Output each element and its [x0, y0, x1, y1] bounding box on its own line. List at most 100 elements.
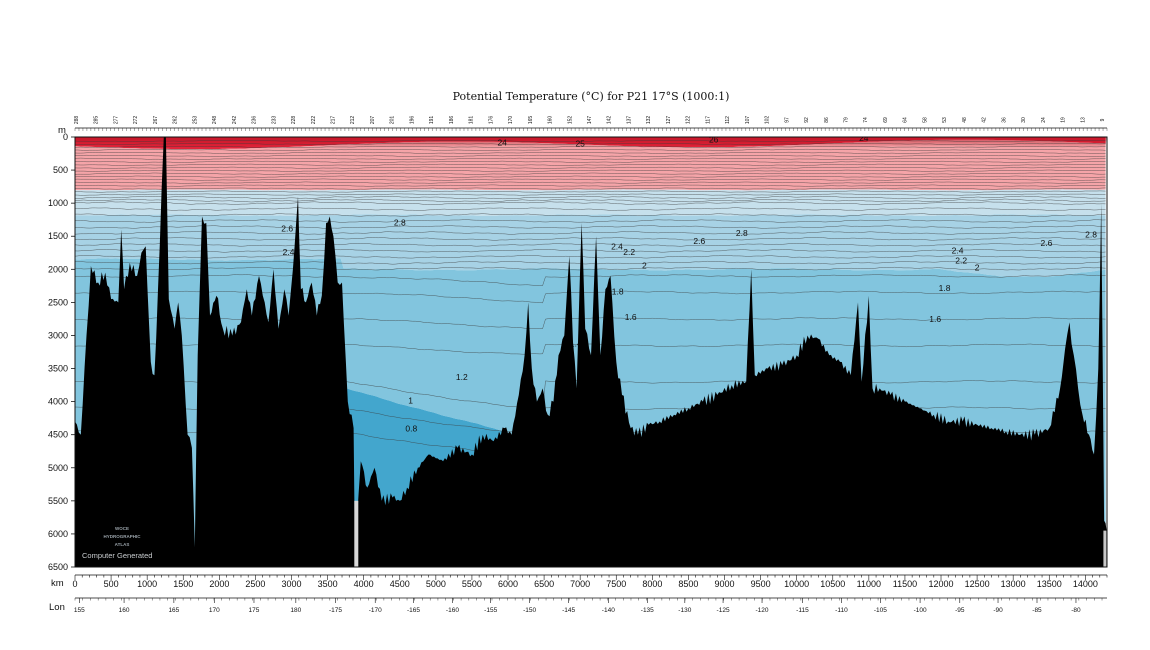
station-label-49: 24 [1041, 117, 1047, 123]
isotherm-3 [75, 148, 1106, 151]
station-label-15: 207 [370, 116, 376, 125]
lon-tick-label-2: 165 [168, 607, 179, 614]
isotherm-6 [75, 157, 1106, 160]
station-label-9: 236 [252, 116, 258, 125]
x-tick-label-26: 13000 [1001, 579, 1026, 589]
isotherm-23 [75, 213, 1106, 217]
isotherm-2 [75, 145, 1106, 148]
isotherm-16 [75, 187, 1106, 190]
station-label-50: 19 [1061, 117, 1067, 123]
x-tick-label-17: 8500 [678, 579, 698, 589]
station-label-3: 272 [133, 116, 139, 125]
y-tick-label-8: 4000 [48, 397, 68, 407]
contour-label-18: 0.8 [405, 423, 417, 433]
station-label-47: 36 [1001, 117, 1007, 123]
y-tick-label-9: 4500 [48, 430, 68, 440]
lon-tick-label-18: -115 [796, 607, 809, 614]
isotherm-20 [75, 198, 1106, 203]
lon-tick-label-14: -135 [641, 607, 654, 614]
isotherm-7 [75, 160, 1106, 163]
isotherm-labels: 2.62.82.42242526242.42.222.62.81.81.61.4… [281, 137, 1097, 433]
contour-label-21: 2 [975, 263, 980, 273]
station-label-18: 191 [429, 116, 435, 125]
station-label-0: 288 [74, 116, 80, 125]
watermark-line-1: WOCE [115, 526, 129, 531]
surface-shade-2 [75, 137, 1107, 143]
isotherm-13 [75, 178, 1106, 181]
lon-tick-label-4: 175 [249, 607, 260, 614]
station-label-48: 30 [1021, 117, 1027, 123]
station-label-19: 186 [449, 116, 455, 125]
isotherm-29 [75, 249, 1106, 253]
isotherm-24 [75, 219, 1106, 223]
y-axis-unit: m [58, 125, 66, 136]
isotherm-11 [75, 172, 1106, 175]
station-label-11: 228 [291, 116, 297, 125]
station-label-30: 127 [666, 116, 672, 125]
lon-tick-label-1: 160 [119, 607, 130, 614]
station-label-21: 176 [488, 116, 494, 125]
x-tick-label-10: 5000 [426, 579, 446, 589]
lon-tick-label-13: -140 [602, 607, 615, 614]
isotherm-33 [75, 274, 1106, 286]
x-tick-label-25: 12500 [965, 579, 990, 589]
isotherm-10 [75, 169, 1106, 172]
station-label-23: 165 [528, 116, 534, 125]
band-2 [75, 189, 1106, 216]
isotherm-31 [75, 260, 1106, 265]
longitude-axis: 155 160 165 170 175 180 -175 -170 -165 -160 -155 -1… [74, 597, 1107, 614]
lon-tick-label-11: -150 [523, 607, 536, 614]
x-tick-label-15: 7500 [606, 579, 626, 589]
lon-tick-label-16: -125 [717, 607, 730, 614]
station-label-10: 233 [271, 116, 277, 125]
station-label-13: 217 [331, 116, 337, 125]
station-label-42: 64 [903, 117, 909, 123]
lon-axis-unit: Lon [49, 602, 65, 613]
contour-label-24: 2.6 [1040, 238, 1052, 248]
lon-tick-label-21: -100 [914, 607, 927, 614]
lon-tick-label-25: -80 [1071, 607, 1081, 614]
station-label-16: 201 [390, 116, 396, 125]
x-tick-label-5: 2500 [245, 579, 265, 589]
station-label-25: 152 [567, 116, 573, 125]
isotherm-1 [75, 142, 1106, 145]
contour-label-22: 1.8 [939, 283, 951, 293]
x-tick-label-13: 6500 [534, 579, 554, 589]
station-label-44: 53 [942, 117, 948, 123]
isotherm-17 [75, 190, 1106, 193]
contour-label-8: 2.4 [611, 242, 623, 252]
contour-label-13: 1.8 [612, 286, 624, 296]
y-tick-label-6: 3000 [48, 330, 68, 340]
isotherm-32 [75, 266, 1106, 271]
x-tick-label-0: 0 [72, 579, 77, 589]
seafloor-bathymetry [75, 137, 1107, 567]
lon-tick-label-5: 180 [290, 607, 301, 614]
x-tick-label-20: 10000 [784, 579, 809, 589]
station-label-1: 285 [94, 116, 100, 125]
station-label-27: 142 [607, 116, 613, 125]
station-label-41: 69 [883, 117, 889, 123]
y-tick-label-1: 500 [53, 165, 68, 175]
x-tick-label-23: 11500 [893, 579, 917, 589]
contour-label-5: 25 [575, 138, 585, 148]
contour-label-20: 2.2 [955, 255, 967, 265]
station-label-6: 253 [192, 116, 198, 125]
station-label-14: 212 [350, 116, 356, 125]
x-tick-label-14: 7000 [570, 579, 590, 589]
data-gap-east [1103, 530, 1107, 567]
station-label-7: 248 [212, 116, 218, 125]
isotherm-26 [75, 231, 1106, 235]
station-label-24: 160 [548, 116, 554, 125]
isotherm-9 [75, 166, 1106, 169]
watermark-line-4: Computer Generated [82, 551, 152, 560]
x-tick-label-1: 500 [104, 579, 119, 589]
isotherm-4 [75, 151, 1106, 154]
lon-tick-label-19: -110 [835, 607, 848, 614]
station-label-28: 137 [627, 116, 633, 125]
isotherm-22 [75, 207, 1106, 211]
isotherm-15 [75, 184, 1106, 187]
contour-label-23: 1.6 [929, 314, 941, 324]
contour-label-0: 2.6 [281, 224, 293, 234]
surface-shade-1 [75, 137, 1107, 141]
contour-label-11: 2.6 [693, 236, 705, 246]
